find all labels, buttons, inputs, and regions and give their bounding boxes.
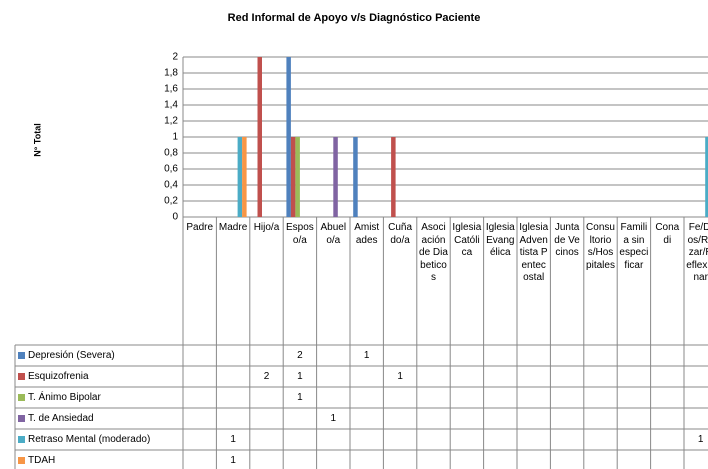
table-value: 1 [230, 434, 236, 445]
bar [353, 137, 358, 217]
y-tick-label: 0,8 [164, 148, 178, 159]
legend-swatch [18, 373, 25, 380]
legend-label: TDAH [28, 455, 55, 466]
x-tick-label: Cuñado/a [388, 222, 413, 246]
legend-label: Retraso Mental (moderado) [28, 434, 150, 445]
bar [705, 137, 708, 217]
bar [391, 137, 396, 217]
legend-label: Depresión (Severa) [28, 350, 115, 361]
x-tick-label: Fe/Dios/Rezar/Reflexionar [686, 222, 708, 283]
x-tick-label: Abuelo/a [320, 222, 347, 246]
table-value: 1 [397, 371, 403, 382]
y-tick-label: 1,2 [164, 116, 178, 127]
y-tick-label: 0 [172, 212, 178, 223]
y-tick-label: 0,6 [164, 164, 178, 175]
legend-swatch [18, 352, 25, 359]
table-value: 2 [264, 371, 270, 382]
table-value: 1 [698, 434, 704, 445]
bar [257, 57, 262, 217]
x-tick-label: Conadi [655, 222, 680, 246]
y-axis-title: N° Total [32, 123, 42, 156]
legend-label: T. Ánimo Bipolar [28, 390, 101, 403]
bar [242, 137, 247, 217]
x-tick-label: Consultorios/Hospitales [586, 222, 615, 271]
x-tick-label: Asociación de Diabeticos [419, 222, 448, 283]
table-value: 1 [297, 392, 303, 403]
legend-swatch [18, 415, 25, 422]
y-tick-label: 0,2 [164, 196, 178, 207]
bar [237, 137, 243, 217]
y-tick-label: 1,8 [164, 68, 178, 79]
y-tick-label: 1,4 [164, 100, 178, 111]
bar [333, 137, 338, 217]
table-value: 1 [297, 371, 303, 382]
x-tick-label: Padre [186, 222, 214, 233]
table-value: 1 [331, 413, 337, 424]
x-tick-label: Iglesia Adventista Pentecostal [519, 222, 549, 283]
bar [286, 57, 291, 217]
legend-label: T. de Ansiedad [28, 413, 94, 424]
x-tick-label: Familia sin especificar [619, 222, 649, 271]
y-tick-label: 2 [172, 52, 178, 63]
x-tick-label: Hijo/a [253, 222, 280, 233]
y-tick-label: 1,6 [164, 84, 178, 95]
table-value: 1 [364, 350, 370, 361]
x-tick-label: Iglesia Evangélica [485, 222, 515, 258]
legend-swatch [18, 457, 25, 464]
chart-title: Red Informal de Apoyo v/s Diagnóstico Pa… [228, 12, 481, 24]
x-tick-label: Amistades [354, 222, 380, 246]
bar [295, 137, 300, 217]
x-tick-label: Madre [218, 222, 248, 233]
table-value: 2 [297, 350, 303, 361]
table-value: 1 [230, 455, 236, 466]
bar [290, 137, 296, 217]
legend-swatch [18, 436, 25, 443]
x-tick-label: Junta de Vecinos [554, 222, 580, 258]
x-tick-label: Iglesia Católica [452, 222, 482, 258]
legend-label: Esquizofrenia [28, 371, 89, 382]
x-tick-label: Esposo/a [285, 222, 314, 246]
legend-swatch [18, 394, 25, 401]
y-tick-label: 0,4 [164, 180, 178, 191]
y-tick-label: 1 [172, 132, 178, 143]
